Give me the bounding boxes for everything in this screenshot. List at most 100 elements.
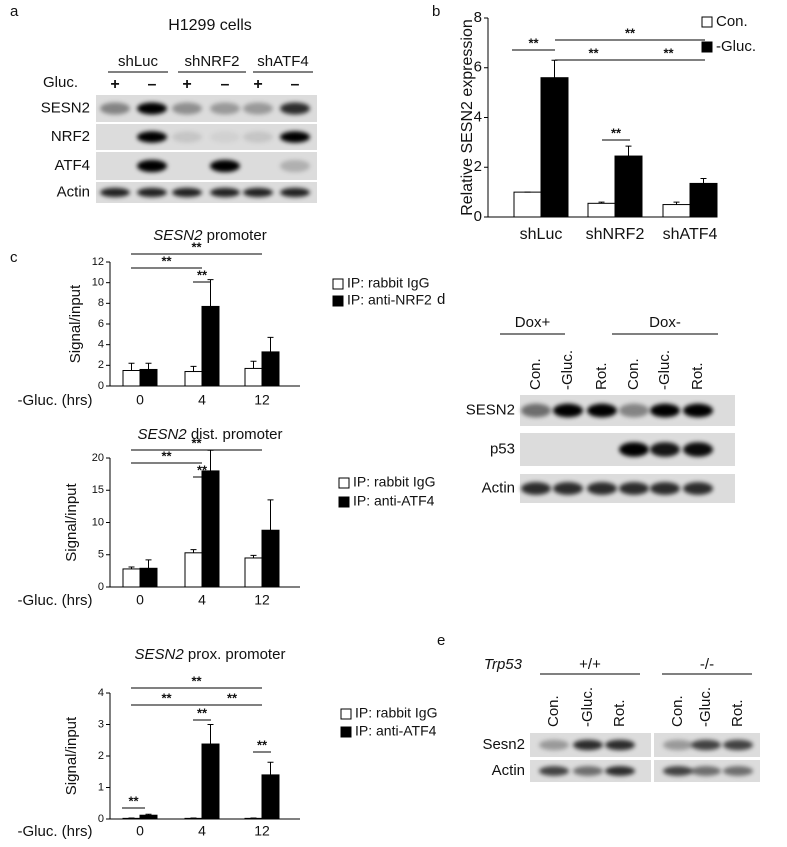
x-tick-label: shLuc [520, 226, 563, 243]
blot-band [573, 766, 603, 776]
x-tick-label: 4 [198, 392, 206, 408]
blot-band [172, 187, 202, 198]
group-label: shNRF2 [184, 53, 239, 70]
blot-band [539, 739, 569, 751]
significance-label: ** [128, 793, 139, 808]
significance-label: ** [611, 125, 622, 140]
blot-band [210, 131, 240, 143]
blot-band [683, 403, 713, 418]
legend-swatch [701, 16, 713, 28]
lane-label: Rot. [611, 699, 628, 727]
bar [139, 814, 158, 820]
blot-band [280, 187, 310, 198]
error-bar [598, 201, 605, 204]
bar [244, 557, 263, 588]
x-tick-label: 4 [198, 592, 206, 608]
lane-label: -Gluc. [656, 350, 673, 390]
lane-label: Con. [545, 695, 562, 727]
x-tick-label: 12 [254, 823, 270, 839]
error-bar [207, 724, 214, 745]
error-bar [673, 201, 680, 205]
error-bar [128, 362, 135, 371]
lane-label: Rot. [689, 362, 706, 390]
x-axis-label: -Gluc. (hrs) [18, 592, 93, 609]
blot-band [573, 739, 603, 751]
blot-band [172, 102, 202, 115]
blot-band [210, 102, 240, 115]
y-tick-label: 2 [98, 750, 104, 762]
error-bar [250, 360, 257, 369]
legend-swatch [340, 726, 352, 738]
bar [201, 305, 220, 387]
blot-band [210, 187, 240, 198]
legend-label: IP: anti-NRF2 [347, 292, 432, 308]
significance-label: ** [588, 45, 599, 60]
blot-band [280, 159, 310, 173]
significance-label: ** [227, 690, 238, 705]
bar [513, 191, 542, 218]
bar [540, 77, 569, 218]
y-tick-label: 6 [474, 59, 482, 76]
bar [201, 470, 220, 588]
error-bar [190, 365, 197, 372]
bar [184, 371, 203, 387]
x-tick-label: 0 [136, 823, 144, 839]
treatment: – [148, 76, 157, 93]
x-tick-label: 0 [136, 592, 144, 608]
blot-band [691, 739, 721, 751]
y-axis-label: Signal/input [63, 482, 80, 561]
blot-band [723, 739, 753, 751]
significance-label: ** [197, 267, 208, 282]
bar [122, 568, 141, 588]
lane-label: Rot. [593, 362, 610, 390]
y-axis-label: Signal/input [63, 716, 80, 795]
significance-label: ** [663, 45, 674, 60]
bar [201, 743, 220, 820]
treatment-label: Gluc. [43, 74, 78, 91]
blot-band [683, 442, 713, 457]
blot-band [650, 482, 680, 495]
legend-swatch [338, 496, 350, 508]
panel-label: c [10, 249, 18, 266]
blot-band [663, 766, 693, 776]
y-tick-label: 2 [474, 158, 482, 175]
y-tick-label: 8 [474, 9, 482, 26]
group-label: Dox- [649, 314, 681, 331]
blot-band [243, 187, 273, 198]
bar [244, 367, 263, 387]
title-rest: prox. promoter [184, 646, 286, 663]
blot-band [243, 131, 273, 143]
y-tick-label: 6 [98, 318, 104, 330]
error-bar [145, 362, 152, 370]
blot-band [723, 766, 753, 776]
bar [662, 204, 691, 218]
treatment: + [182, 76, 191, 93]
significance-label: ** [191, 239, 202, 254]
blot-band [650, 442, 680, 457]
legend-label: -Gluc. [716, 38, 756, 55]
title-rest: promoter [203, 227, 267, 244]
y-axis-label: Relative SESN2 expression [459, 19, 476, 216]
blot-band [691, 766, 721, 776]
y-tick-label: 10 [92, 277, 104, 289]
bar [587, 202, 616, 218]
row-label: Actin [57, 183, 90, 200]
genotype-label: Trp53 [484, 656, 523, 673]
legend-label: IP: rabbit IgG [347, 275, 429, 291]
y-tick-label: 0 [98, 813, 104, 825]
bar [139, 567, 158, 588]
panel-label: d [437, 291, 445, 308]
x-tick-label: 0 [136, 392, 144, 408]
title-gene: SESN2 [153, 227, 203, 244]
row-label: Sesn2 [482, 736, 525, 753]
row-label: NRF2 [51, 128, 90, 145]
group-label: +/+ [579, 656, 601, 673]
significance-label: ** [197, 462, 208, 477]
x-tick-label: 12 [254, 592, 270, 608]
significance-label: ** [197, 705, 208, 720]
title-gene: SESN2 [137, 426, 187, 443]
blot-band [280, 102, 310, 115]
blot-band [683, 482, 713, 495]
blot-band [619, 403, 649, 418]
